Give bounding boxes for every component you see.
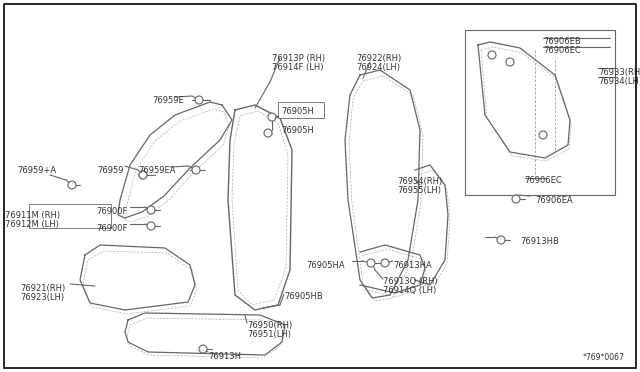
Circle shape <box>68 181 76 189</box>
Text: 76921(RH): 76921(RH) <box>20 284 65 293</box>
Circle shape <box>381 259 389 267</box>
Text: 76905H: 76905H <box>281 126 314 135</box>
Text: 76951(LH): 76951(LH) <box>247 330 291 339</box>
Text: 76906EC: 76906EC <box>543 46 580 55</box>
Text: 76924(LH): 76924(LH) <box>356 63 400 72</box>
Text: 76906EB: 76906EB <box>543 37 580 46</box>
Text: 76950(RH): 76950(RH) <box>247 321 292 330</box>
Text: 76906EA: 76906EA <box>535 196 573 205</box>
Text: 76912M (LH): 76912M (LH) <box>5 220 59 229</box>
Circle shape <box>264 129 272 137</box>
Text: 76905H: 76905H <box>281 107 314 116</box>
Text: 76913HA: 76913HA <box>393 261 432 270</box>
Text: 76922(RH): 76922(RH) <box>356 54 401 63</box>
Text: 76959+A: 76959+A <box>17 166 56 175</box>
Text: 76905HB: 76905HB <box>284 292 323 301</box>
Circle shape <box>506 58 514 66</box>
Text: 76913H: 76913H <box>208 352 241 361</box>
Text: 76900F: 76900F <box>96 224 127 233</box>
Text: 76934(LH): 76934(LH) <box>598 77 640 86</box>
Text: 76933(RH): 76933(RH) <box>598 68 640 77</box>
Text: 76959: 76959 <box>97 166 124 175</box>
Text: 76906EC: 76906EC <box>524 176 562 185</box>
Text: 76913Q (RH): 76913Q (RH) <box>383 277 438 286</box>
Circle shape <box>268 113 276 121</box>
Text: 76954(RH): 76954(RH) <box>397 177 442 186</box>
Circle shape <box>367 259 375 267</box>
Text: 76911M (RH): 76911M (RH) <box>5 211 60 220</box>
Text: 76905HA: 76905HA <box>306 261 344 270</box>
Text: 76923(LH): 76923(LH) <box>20 293 64 302</box>
FancyBboxPatch shape <box>278 102 324 118</box>
Circle shape <box>488 51 496 59</box>
Text: 76914F (LH): 76914F (LH) <box>272 63 323 72</box>
Circle shape <box>195 96 203 104</box>
Text: 76959E: 76959E <box>152 96 184 105</box>
Text: 76900F: 76900F <box>96 207 127 216</box>
Text: *769*0067: *769*0067 <box>583 353 625 362</box>
Text: 76955(LH): 76955(LH) <box>397 186 441 195</box>
Circle shape <box>512 195 520 203</box>
Text: 76913P (RH): 76913P (RH) <box>272 54 325 63</box>
Text: 76913HB: 76913HB <box>520 237 559 246</box>
Circle shape <box>147 206 155 214</box>
Circle shape <box>147 222 155 230</box>
Circle shape <box>139 171 147 179</box>
Bar <box>465 30 615 195</box>
Text: 76959EA: 76959EA <box>138 166 175 175</box>
Circle shape <box>539 131 547 139</box>
Circle shape <box>192 166 200 174</box>
Circle shape <box>497 236 505 244</box>
Text: 76914Q (LH): 76914Q (LH) <box>383 286 436 295</box>
Circle shape <box>199 345 207 353</box>
Circle shape <box>139 171 147 179</box>
